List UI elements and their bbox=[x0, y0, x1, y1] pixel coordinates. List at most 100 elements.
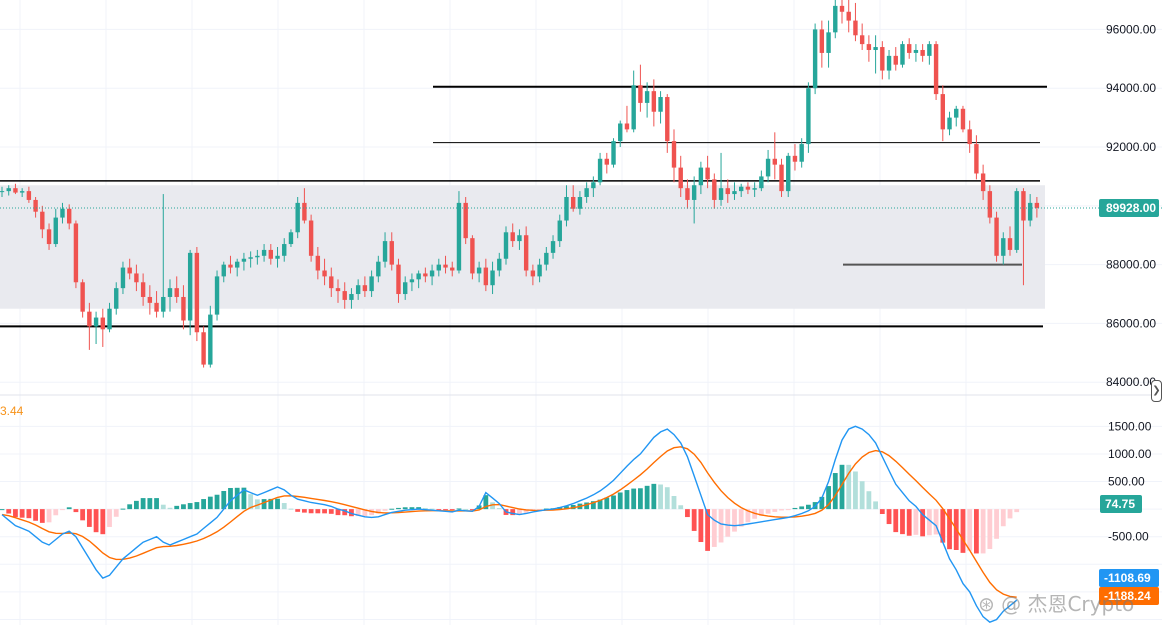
histogram-bar bbox=[785, 509, 791, 511]
candle-body bbox=[295, 202, 300, 233]
candle bbox=[450, 261, 455, 277]
candle-body bbox=[967, 129, 972, 145]
histogram-bar bbox=[987, 509, 993, 549]
candle-body bbox=[187, 252, 193, 321]
candle bbox=[846, 0, 851, 33]
candle-body bbox=[1001, 238, 1006, 256]
histogram-bar bbox=[302, 509, 307, 513]
histogram-bar bbox=[584, 502, 590, 510]
candle-body bbox=[940, 94, 945, 130]
candle bbox=[46, 223, 52, 250]
histogram-bar bbox=[26, 509, 32, 519]
indicator-value-label: 3.44 bbox=[0, 404, 24, 418]
candle bbox=[584, 182, 589, 203]
candle bbox=[759, 170, 764, 192]
candle bbox=[799, 138, 804, 168]
candle bbox=[241, 252, 247, 271]
histogram-bar bbox=[261, 499, 267, 510]
candle bbox=[671, 129, 677, 183]
candle bbox=[591, 176, 596, 197]
histogram-bar bbox=[443, 509, 448, 511]
candle bbox=[604, 152, 609, 174]
histogram-bar bbox=[483, 495, 489, 510]
candle-body bbox=[235, 261, 240, 268]
candle-body bbox=[571, 197, 576, 209]
candle bbox=[335, 279, 341, 303]
histogram-bar bbox=[355, 509, 361, 517]
candle-body bbox=[839, 5, 845, 12]
histogram-bar bbox=[517, 509, 522, 515]
candle bbox=[302, 188, 307, 224]
histogram-bar bbox=[86, 509, 92, 527]
histogram-bar bbox=[322, 509, 327, 514]
candle bbox=[201, 326, 206, 368]
price-tick-label: 92000.00 bbox=[1106, 140, 1156, 154]
candle bbox=[6, 185, 11, 196]
histogram-bar bbox=[375, 509, 381, 514]
candle bbox=[329, 267, 334, 297]
candle-body bbox=[167, 288, 173, 297]
candle bbox=[93, 311, 99, 345]
histogram-bar bbox=[651, 483, 657, 510]
price-axis: 96000.00 94000.00 92000.00 88000.00 86000.00… bbox=[1099, 22, 1159, 605]
candle-body bbox=[618, 123, 623, 142]
candle-body bbox=[403, 282, 408, 295]
candle-body bbox=[987, 191, 993, 218]
candle bbox=[161, 194, 166, 318]
candle bbox=[248, 251, 253, 268]
candle-body bbox=[530, 270, 536, 277]
candle-body bbox=[288, 232, 294, 245]
histogram-bar bbox=[799, 506, 805, 510]
candle bbox=[1007, 226, 1013, 256]
histogram-bar bbox=[254, 499, 260, 510]
histogram-bar bbox=[806, 504, 811, 510]
candle bbox=[174, 276, 179, 303]
candle-body bbox=[275, 255, 280, 259]
candle-body bbox=[114, 288, 119, 309]
candle bbox=[409, 273, 415, 292]
candle bbox=[691, 176, 697, 224]
candle-body bbox=[6, 188, 11, 192]
candle bbox=[194, 246, 200, 342]
histogram-bar bbox=[974, 509, 979, 554]
histogram-bar bbox=[725, 509, 731, 537]
candle-body bbox=[161, 296, 166, 312]
candle-body bbox=[597, 158, 603, 183]
candle bbox=[228, 255, 233, 274]
candle bbox=[933, 41, 939, 100]
histogram-bar bbox=[604, 497, 610, 510]
histogram-bar bbox=[228, 487, 233, 510]
candle bbox=[470, 235, 475, 280]
candle-body bbox=[127, 267, 132, 274]
macd-tick-label: 1000.00 bbox=[1108, 447, 1152, 461]
candle bbox=[19, 188, 25, 197]
candle-body bbox=[154, 302, 159, 312]
histogram-bar bbox=[288, 508, 294, 510]
candle-body bbox=[638, 85, 643, 103]
histogram-bar bbox=[6, 509, 12, 514]
scroll-right-button[interactable]: ❯ bbox=[1151, 380, 1162, 402]
candle-body bbox=[732, 191, 737, 195]
candle bbox=[772, 132, 777, 180]
histogram-bar bbox=[60, 509, 65, 511]
candle-body bbox=[691, 185, 697, 200]
candle bbox=[255, 249, 260, 265]
candle-body bbox=[678, 167, 683, 189]
histogram-bar bbox=[422, 507, 428, 510]
histogram-bar bbox=[846, 464, 852, 510]
macd-tick-label: 500.00 bbox=[1108, 475, 1145, 489]
candle bbox=[517, 229, 522, 250]
candle bbox=[60, 202, 65, 224]
candle bbox=[900, 41, 905, 68]
candle-body bbox=[853, 20, 858, 36]
histogram-bar bbox=[369, 509, 374, 516]
candle-body bbox=[100, 317, 105, 330]
candle-body bbox=[819, 29, 825, 53]
histogram-bar bbox=[711, 509, 717, 547]
candle bbox=[436, 258, 441, 277]
histogram-bar bbox=[590, 501, 596, 510]
candle bbox=[369, 270, 374, 297]
candle bbox=[624, 105, 630, 133]
candle-body bbox=[470, 238, 475, 274]
